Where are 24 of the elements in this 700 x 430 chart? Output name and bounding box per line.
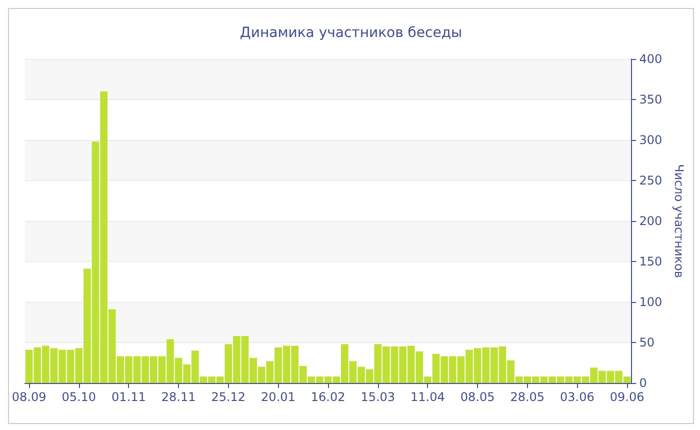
x-tick-label: 05.10 xyxy=(62,390,96,404)
x-tick-label: 09.06 xyxy=(610,390,644,404)
x-tick-label: 01.11 xyxy=(112,390,146,404)
y-tick-label: 100 xyxy=(639,295,662,309)
y-tick-label: 300 xyxy=(639,133,662,147)
y-tick-label: 200 xyxy=(639,214,662,228)
x-tick-label: 15.03 xyxy=(360,390,396,404)
x-tick-label: 11.04 xyxy=(410,390,445,404)
x-tick-label: 25.12 xyxy=(211,390,246,404)
x-tick-label: 08.05 xyxy=(460,390,495,404)
x-tick-label: 28.11 xyxy=(161,390,196,404)
y-tick-label: 350 xyxy=(639,92,662,106)
y-tick-label: 50 xyxy=(639,336,654,350)
x-tick-label: 16.02 xyxy=(310,390,346,404)
x-tick-label: 03.06 xyxy=(560,390,594,404)
y-axis-title: Число участников xyxy=(672,164,686,278)
y-tick-label: 250 xyxy=(639,174,662,188)
x-tick-label: 08.09 xyxy=(12,390,46,404)
y-tick-label: 400 xyxy=(639,52,662,66)
x-tick-label: 28.05 xyxy=(510,390,545,404)
chart-title: Динамика участников беседы xyxy=(240,25,462,41)
y-tick-label: 150 xyxy=(639,254,662,268)
y-tick-label: 0 xyxy=(639,376,647,390)
x-tick-label: 20.01 xyxy=(261,390,296,404)
